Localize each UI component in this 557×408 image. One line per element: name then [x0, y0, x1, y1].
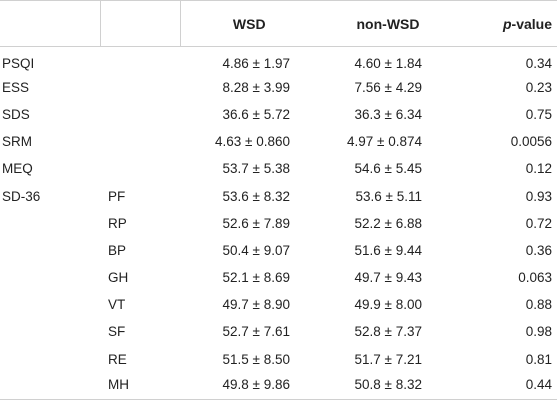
table-row: GH 52.1 ± 8.69 49.7 ± 9.43 0.063 — [0, 264, 557, 291]
cell-subscale: VT — [108, 297, 126, 313]
table-row: MH 49.8 ± 9.86 50.8 ± 8.32 0.44 — [0, 372, 557, 401]
cell-subscale — [100, 74, 180, 101]
cell-p-value: 0.36 — [525, 242, 552, 258]
cell-wsd: 49.8 ± 9.86 — [180, 372, 318, 401]
cell-variable — [0, 318, 100, 345]
cell-non-wsd: 51.6 ± 9.44 — [354, 242, 422, 258]
table-row: SF 52.7 ± 7.61 52.8 ± 7.37 0.98 — [0, 318, 557, 345]
table-row: VT 49.7 ± 8.90 49.9 ± 8.00 0.88 — [0, 291, 557, 318]
cell-variable — [0, 264, 100, 291]
cell-variable — [0, 346, 100, 373]
cell-variable — [0, 372, 100, 401]
table-row: SRM 4.63 ± 0.860 4.97 ± 0.874 0.0056 — [0, 128, 557, 155]
cell-non-wsd: 50.8 ± 8.32 — [318, 372, 458, 401]
cell-variable: ESS — [2, 79, 30, 95]
cell-p-value: 0.34 — [525, 55, 552, 71]
cell-subscale: PF — [108, 188, 126, 204]
cell-subscale — [100, 47, 180, 74]
cell-subscale: RP — [108, 215, 127, 231]
header-p-italic: p — [502, 15, 512, 32]
cell-non-wsd: 4.97 ± 0.874 — [347, 134, 422, 150]
cell-non-wsd: 7.56 ± 4.29 — [354, 79, 422, 95]
cell-subscale — [100, 128, 180, 155]
cell-subscale: SF — [108, 324, 126, 340]
cell-subscale — [100, 155, 180, 182]
cell-wsd: 52.7 ± 7.61 — [222, 324, 290, 340]
header-p-value: p-value — [458, 0, 557, 47]
cell-non-wsd: 51.7 ± 7.21 — [354, 351, 422, 367]
table-header: WSD non-WSD p-value — [0, 0, 557, 47]
cell-non-wsd: 52.2 ± 6.88 — [354, 215, 422, 231]
cell-non-wsd: 54.6 ± 5.45 — [354, 161, 422, 177]
table-row: BP 50.4 ± 9.07 51.6 ± 9.44 0.36 — [0, 237, 557, 264]
cell-non-wsd: 36.3 ± 6.34 — [354, 106, 422, 122]
cell-variable: MEQ — [2, 161, 33, 177]
cell-wsd: 51.5 ± 8.50 — [222, 351, 290, 367]
cell-wsd: 49.7 ± 8.90 — [222, 297, 290, 313]
cell-p-value: 0.0056 — [510, 134, 552, 150]
table-row: RP 52.6 ± 7.89 52.2 ± 6.88 0.72 — [0, 210, 557, 237]
header-row: WSD non-WSD p-value — [0, 0, 557, 47]
cell-wsd: 52.6 ± 7.89 — [222, 215, 290, 231]
cell-non-wsd: 53.6 ± 5.11 — [355, 188, 422, 204]
cell-p-value: 0.72 — [525, 215, 552, 231]
cell-non-wsd: 52.8 ± 7.37 — [354, 324, 422, 340]
cell-p-value: 0.23 — [525, 79, 552, 95]
table-row: PSQI 4.86 ± 1.97 4.60 ± 1.84 0.34 — [0, 47, 557, 74]
cell-wsd: 50.4 ± 9.07 — [222, 242, 290, 258]
cell-p-value: 0.98 — [525, 324, 552, 340]
cell-variable: SD-36 — [2, 188, 41, 204]
cell-subscale: RE — [108, 351, 127, 367]
cell-p-value: 0.12 — [525, 161, 552, 177]
cell-wsd: 4.86 ± 1.97 — [222, 55, 290, 71]
cell-subscale — [100, 101, 180, 128]
header-p-rest: -value — [511, 15, 552, 32]
cell-p-value: 0.88 — [525, 297, 552, 313]
cell-p-value: 0.93 — [525, 188, 552, 204]
header-variable — [0, 0, 101, 47]
table-row: RE 51.5 ± 8.50 51.7 ± 7.21 0.81 — [0, 346, 557, 373]
cell-variable — [0, 237, 100, 264]
table-row: ESS 8.28 ± 3.99 7.56 ± 4.29 0.23 — [0, 74, 557, 101]
cell-wsd: 36.6 ± 5.72 — [222, 106, 290, 122]
header-wsd: WSD — [180, 0, 318, 47]
cell-variable: PSQI — [2, 55, 35, 71]
table-body: PSQI 4.86 ± 1.97 4.60 ± 1.84 0.34 ESS 8.28 ± … — [0, 47, 557, 401]
cell-non-wsd: 4.60 ± 1.84 — [354, 55, 422, 71]
cell-variable: SDS — [2, 106, 30, 122]
cell-p-value: 0.81 — [525, 351, 552, 367]
cell-p-value: 0.44 — [458, 372, 557, 401]
cell-wsd: 8.28 ± 3.99 — [222, 79, 290, 95]
table-row: MEQ 53.7 ± 5.38 54.6 ± 5.45 0.12 — [0, 155, 557, 182]
cell-wsd: 52.1 ± 8.69 — [222, 270, 290, 286]
cell-variable — [0, 210, 100, 237]
cell-p-value: 0.75 — [525, 106, 552, 122]
cell-wsd: 53.6 ± 8.32 — [222, 188, 290, 204]
header-subscale — [100, 0, 181, 47]
header-non-wsd: non-WSD — [318, 0, 458, 47]
cell-non-wsd: 49.7 ± 9.43 — [354, 270, 422, 286]
cell-wsd: 4.63 ± 0.860 — [215, 134, 290, 150]
cell-p-value: 0.063 — [518, 270, 552, 286]
cell-variable: SRM — [2, 134, 32, 150]
cell-subscale: GH — [108, 270, 129, 286]
cell-variable — [0, 291, 100, 318]
cell-wsd: 53.7 ± 5.38 — [222, 161, 290, 177]
table-row: SDS 36.6 ± 5.72 36.3 ± 6.34 0.75 — [0, 101, 557, 128]
cell-subscale: BP — [108, 242, 127, 258]
cell-subscale: MH — [100, 372, 180, 401]
cell-non-wsd: 49.9 ± 8.00 — [354, 297, 422, 313]
table-row: SD-36 PF 53.6 ± 8.32 53.6 ± 5.11 0.93 — [0, 182, 557, 209]
